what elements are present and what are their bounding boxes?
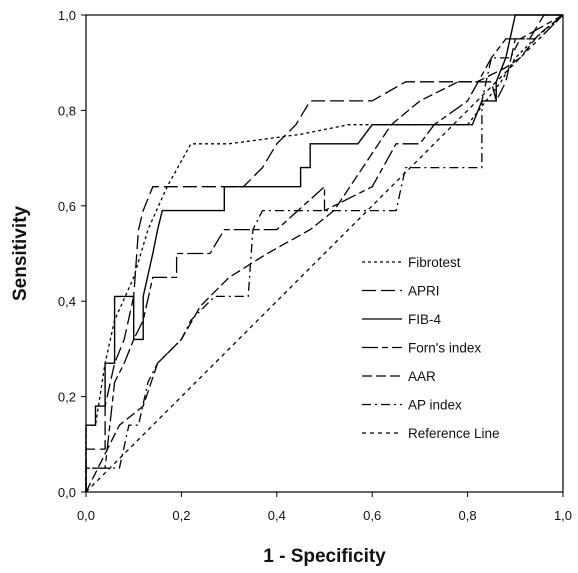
x-tick-label: 0,4 [268, 508, 286, 523]
legend-entry: Fibrotest [408, 255, 461, 270]
axes-layer: 0,0 0,2 0,4 0,6 0,8 1,0 0,0 0,2 0,4 0,6 0,8 1,0 [58, 8, 572, 523]
series-line-reference-line [85, 14, 564, 493]
legend-entry: AP index [408, 398, 462, 413]
y-axis-title: Sensitivity [10, 206, 31, 301]
x-tick-label: 1,0 [554, 508, 572, 523]
y-tick-label: 0,6 [58, 199, 76, 214]
series-line-apri [85, 14, 563, 492]
x-tick-label: 0,2 [172, 508, 190, 523]
legend-entry: AAR [408, 369, 436, 384]
series-line-fibrotest [85, 14, 564, 492]
x-axis-title: 1 - Specificity [263, 546, 386, 567]
legend-entry: FIB-4 [408, 312, 441, 327]
series-line-fib-4 [85, 14, 563, 492]
legend-entry: APRI [408, 284, 440, 299]
y-tick-label: 0,0 [58, 485, 76, 500]
y-tick-label: 1,0 [58, 8, 76, 23]
y-tick-label: 0,8 [58, 103, 76, 118]
x-tick-label: 0,8 [459, 508, 477, 523]
series-line-forn-s-index [85, 14, 564, 492]
y-tick-label: 0,4 [58, 294, 76, 309]
legend: Fibrotest APRI FIB-4 Forn's index AAR AP inde… [362, 255, 500, 441]
x-tick-label: 0,6 [363, 508, 381, 523]
series-line-ap-index [85, 14, 564, 492]
y-tick-label: 0,2 [58, 390, 76, 405]
legend-entry: Reference Line [408, 426, 500, 441]
series-layer [85, 14, 564, 493]
legend-entry: Forn's index [408, 341, 481, 356]
x-tick-label: 0,0 [77, 508, 95, 523]
